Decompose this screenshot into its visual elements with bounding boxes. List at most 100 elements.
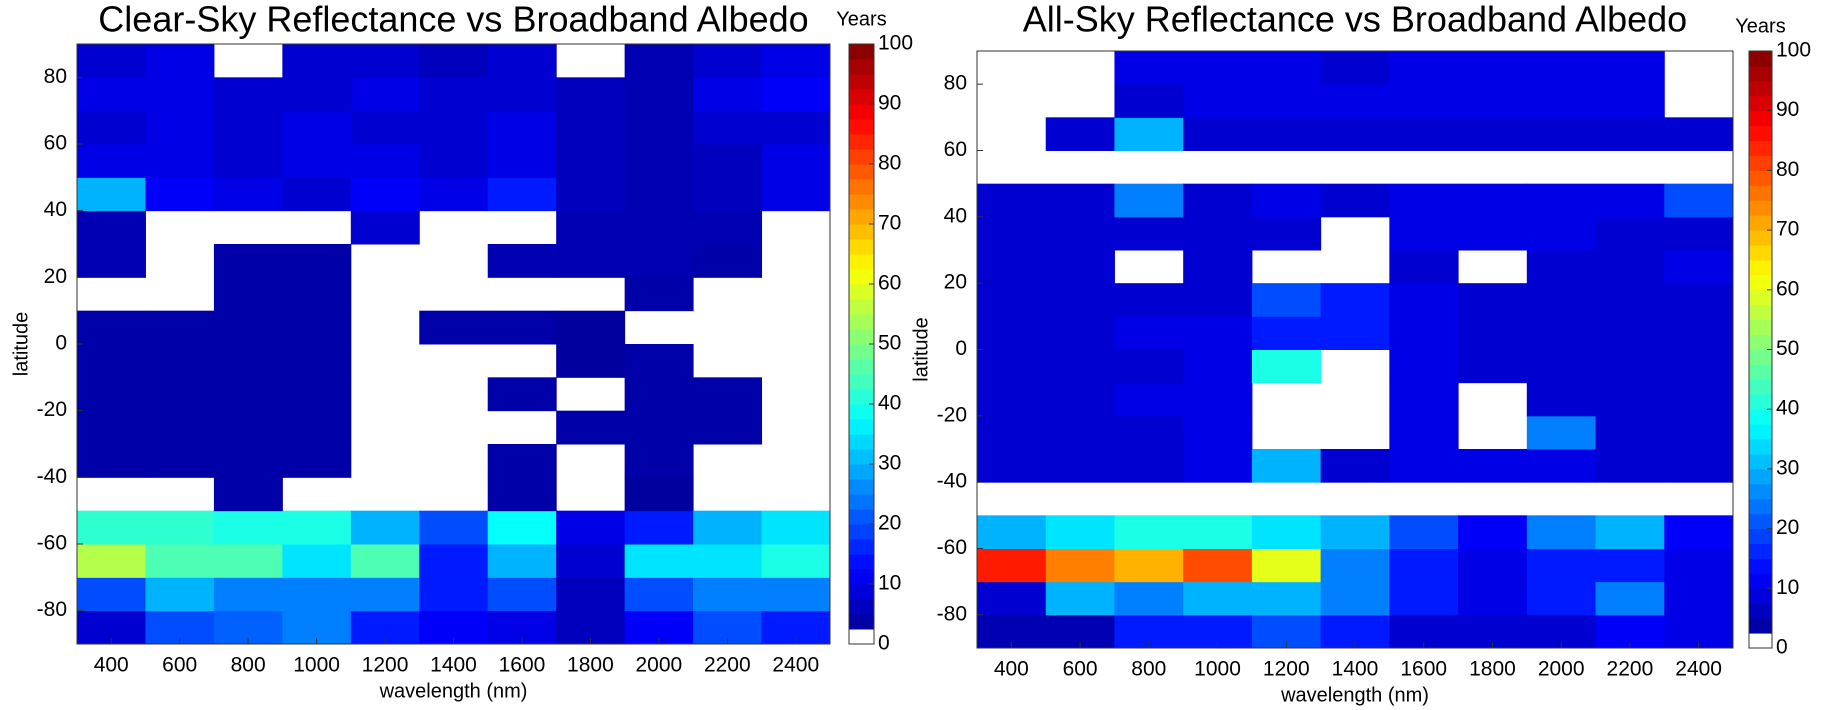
heat-cell	[624, 510, 694, 545]
heat-cell	[1458, 581, 1528, 616]
heat-cell	[1045, 250, 1115, 284]
heat-cell	[977, 250, 1047, 284]
heat-cell	[1389, 250, 1459, 284]
heat-cell	[213, 344, 283, 378]
heat-cell	[1389, 84, 1459, 118]
colorbar-segment	[849, 299, 874, 315]
heat-cell	[1526, 283, 1597, 317]
heat-cell	[1183, 183, 1253, 218]
heat-cell	[693, 510, 763, 545]
heat-cell	[1389, 515, 1459, 549]
colorbar-segment	[1749, 528, 1772, 545]
colorbar-segment	[849, 584, 874, 600]
heat-cell	[1526, 349, 1597, 384]
colorbar-segment	[1749, 468, 1772, 485]
colorbar-segment	[1749, 588, 1772, 604]
heat-cell	[1045, 216, 1115, 251]
heat-cell	[761, 577, 831, 612]
heat-cell	[1595, 51, 1665, 85]
heat-cell	[977, 382, 1047, 417]
chart-title: Clear-Sky Reflectance vs Broadband Albed…	[98, 0, 808, 40]
colorbar-tick-label: 50	[1776, 337, 1799, 360]
colorbar-segment	[1749, 95, 1772, 112]
colorbar-tick-label: 10	[878, 572, 901, 595]
x-tick-label: 2200	[1607, 658, 1654, 681]
heat-cell	[1389, 216, 1459, 251]
heat-cell	[977, 415, 1047, 450]
heat-cell	[556, 210, 626, 245]
heat-cell	[213, 277, 283, 312]
colorbar-segment	[849, 404, 874, 420]
heat-cell	[1183, 515, 1253, 549]
heat-cell	[1251, 183, 1322, 218]
heat-cell	[1595, 216, 1665, 251]
colorbar-segment	[1749, 155, 1772, 171]
heat-cell	[213, 110, 283, 145]
heat-cell	[1526, 581, 1597, 616]
heat-cell	[1595, 382, 1665, 417]
heat-cell	[1183, 216, 1253, 251]
heat-cell	[350, 577, 420, 612]
heat-cell	[1114, 515, 1184, 549]
x-tick-label: 2200	[704, 654, 751, 677]
heat-cell	[1664, 250, 1734, 284]
heat-cell	[1114, 449, 1184, 483]
colorbar-tick-label: 90	[1776, 98, 1799, 121]
heat-cell	[77, 510, 146, 545]
x-tick-label: 1200	[362, 654, 409, 677]
heat-cell	[77, 410, 146, 445]
heat-cell	[1526, 316, 1597, 350]
heat-cell	[624, 477, 694, 512]
heat-cell	[761, 544, 831, 578]
colorbar-tick-label: 50	[878, 332, 901, 355]
colorbar-tick-label: 40	[1776, 397, 1799, 420]
colorbar-tick-label: 70	[1776, 218, 1799, 241]
heat-cell	[1595, 548, 1665, 583]
heat-cell	[487, 544, 557, 578]
colorbar-segment	[849, 524, 874, 540]
heat-cell	[487, 577, 557, 612]
y-tick-label: -60	[937, 536, 967, 559]
heat-cell	[1458, 449, 1528, 483]
heat-cell	[145, 377, 215, 412]
colorbar-label: Years	[1735, 15, 1785, 37]
colorbar-segment	[849, 59, 874, 75]
colorbar-segment	[1749, 259, 1772, 276]
heat-cell	[1389, 117, 1459, 151]
colorbar-segment	[1749, 170, 1772, 186]
heat-cell	[1664, 216, 1734, 251]
colorbar-segment	[849, 239, 874, 255]
colorbar-segment	[849, 389, 874, 405]
heat-cell	[350, 44, 420, 78]
y-tick-label: -20	[937, 403, 967, 426]
heat-cell	[1595, 349, 1665, 384]
heat-cell	[350, 77, 420, 112]
heat-cell	[1045, 449, 1115, 483]
x-tick-label: 1200	[1263, 658, 1310, 681]
heat-cell	[145, 44, 215, 78]
colorbar-tick-label: 30	[1776, 456, 1799, 479]
x-tick-label: 1000	[293, 654, 340, 677]
heat-cell	[77, 577, 146, 612]
colorbar-segment	[849, 464, 874, 480]
heat-cell	[693, 177, 763, 212]
heat-cell	[1183, 84, 1253, 118]
heat-cell	[761, 144, 831, 178]
heat-cell	[419, 77, 489, 112]
heat-cell	[624, 144, 694, 178]
heat-cell	[1458, 515, 1528, 549]
heat-cell	[1183, 316, 1253, 350]
x-tick-label: 1800	[1469, 658, 1516, 681]
x-tick-label: 2000	[636, 654, 683, 677]
heat-cell	[693, 577, 763, 612]
heat-cell	[1526, 415, 1597, 450]
heat-cell	[761, 44, 831, 78]
heat-cell	[761, 510, 831, 545]
heat-cell	[624, 444, 694, 478]
heat-cell	[693, 44, 763, 78]
heat-cell	[1251, 51, 1322, 85]
heat-cell	[1526, 51, 1597, 85]
heat-cell	[624, 44, 694, 78]
heat-cell	[1114, 316, 1184, 350]
heat-cell	[145, 577, 215, 612]
